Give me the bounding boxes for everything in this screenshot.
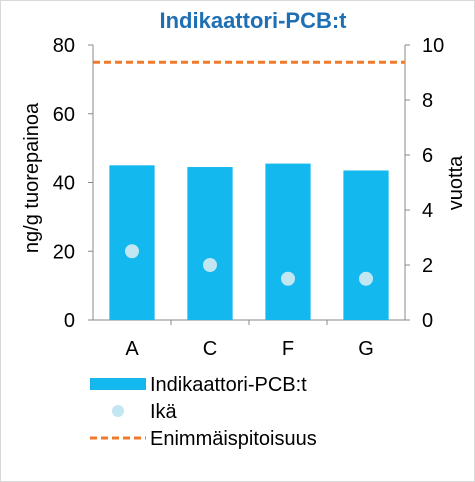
x-tick-label: A	[125, 338, 139, 360]
right-tick-label: 2	[422, 255, 433, 277]
age-point-F	[281, 271, 295, 286]
age-series	[125, 244, 373, 286]
left-tick-label: 80	[53, 35, 75, 57]
bar-A	[109, 165, 155, 320]
age-point-A	[125, 244, 139, 259]
left-tick-label: 40	[53, 173, 75, 195]
chart-title: Indikaattori-PCB:t	[160, 8, 348, 33]
age-point-C	[203, 258, 217, 272]
legend-bar-label: Indikaattori-PCB:t	[150, 374, 307, 396]
y-axis-title: ng/g tuorepainoa	[21, 102, 43, 253]
bar-F	[265, 163, 311, 320]
left-tick-label: 20	[53, 241, 75, 263]
right-tick-label: 6	[422, 145, 433, 167]
right-tick-label: 8	[422, 90, 433, 112]
legend-dot-label: Ikä	[150, 401, 178, 423]
bar-series	[109, 163, 389, 320]
legend-line-label: Enimmäispitoisuus	[150, 428, 317, 450]
x-tick-label: C	[203, 338, 217, 360]
legend: Indikaattori-PCB:t Ikä Enimmäispitoisuus	[90, 374, 317, 450]
right-axis-ticks: 0 2 4 6 8 10	[405, 35, 444, 332]
legend-dot-swatch	[112, 405, 124, 417]
age-point-G	[359, 271, 373, 286]
x-tick-label: F	[282, 338, 294, 360]
x-tick-label: G	[358, 338, 374, 360]
left-axis-ticks: 0 20 40 60 80	[53, 35, 93, 332]
legend-bar-swatch	[90, 378, 146, 390]
left-tick-label: 60	[53, 104, 75, 126]
right-tick-label: 10	[422, 35, 444, 57]
bar-C	[187, 167, 233, 320]
bar-G	[343, 170, 389, 320]
left-tick-label: 0	[64, 310, 75, 332]
plot-area: 0 20 40 60 80 0 2 4 6 8 10 A C F G	[53, 35, 445, 360]
right-tick-label: 4	[422, 200, 433, 222]
right-tick-label: 0	[422, 310, 433, 332]
y2-axis-title: vuotta	[445, 155, 467, 210]
